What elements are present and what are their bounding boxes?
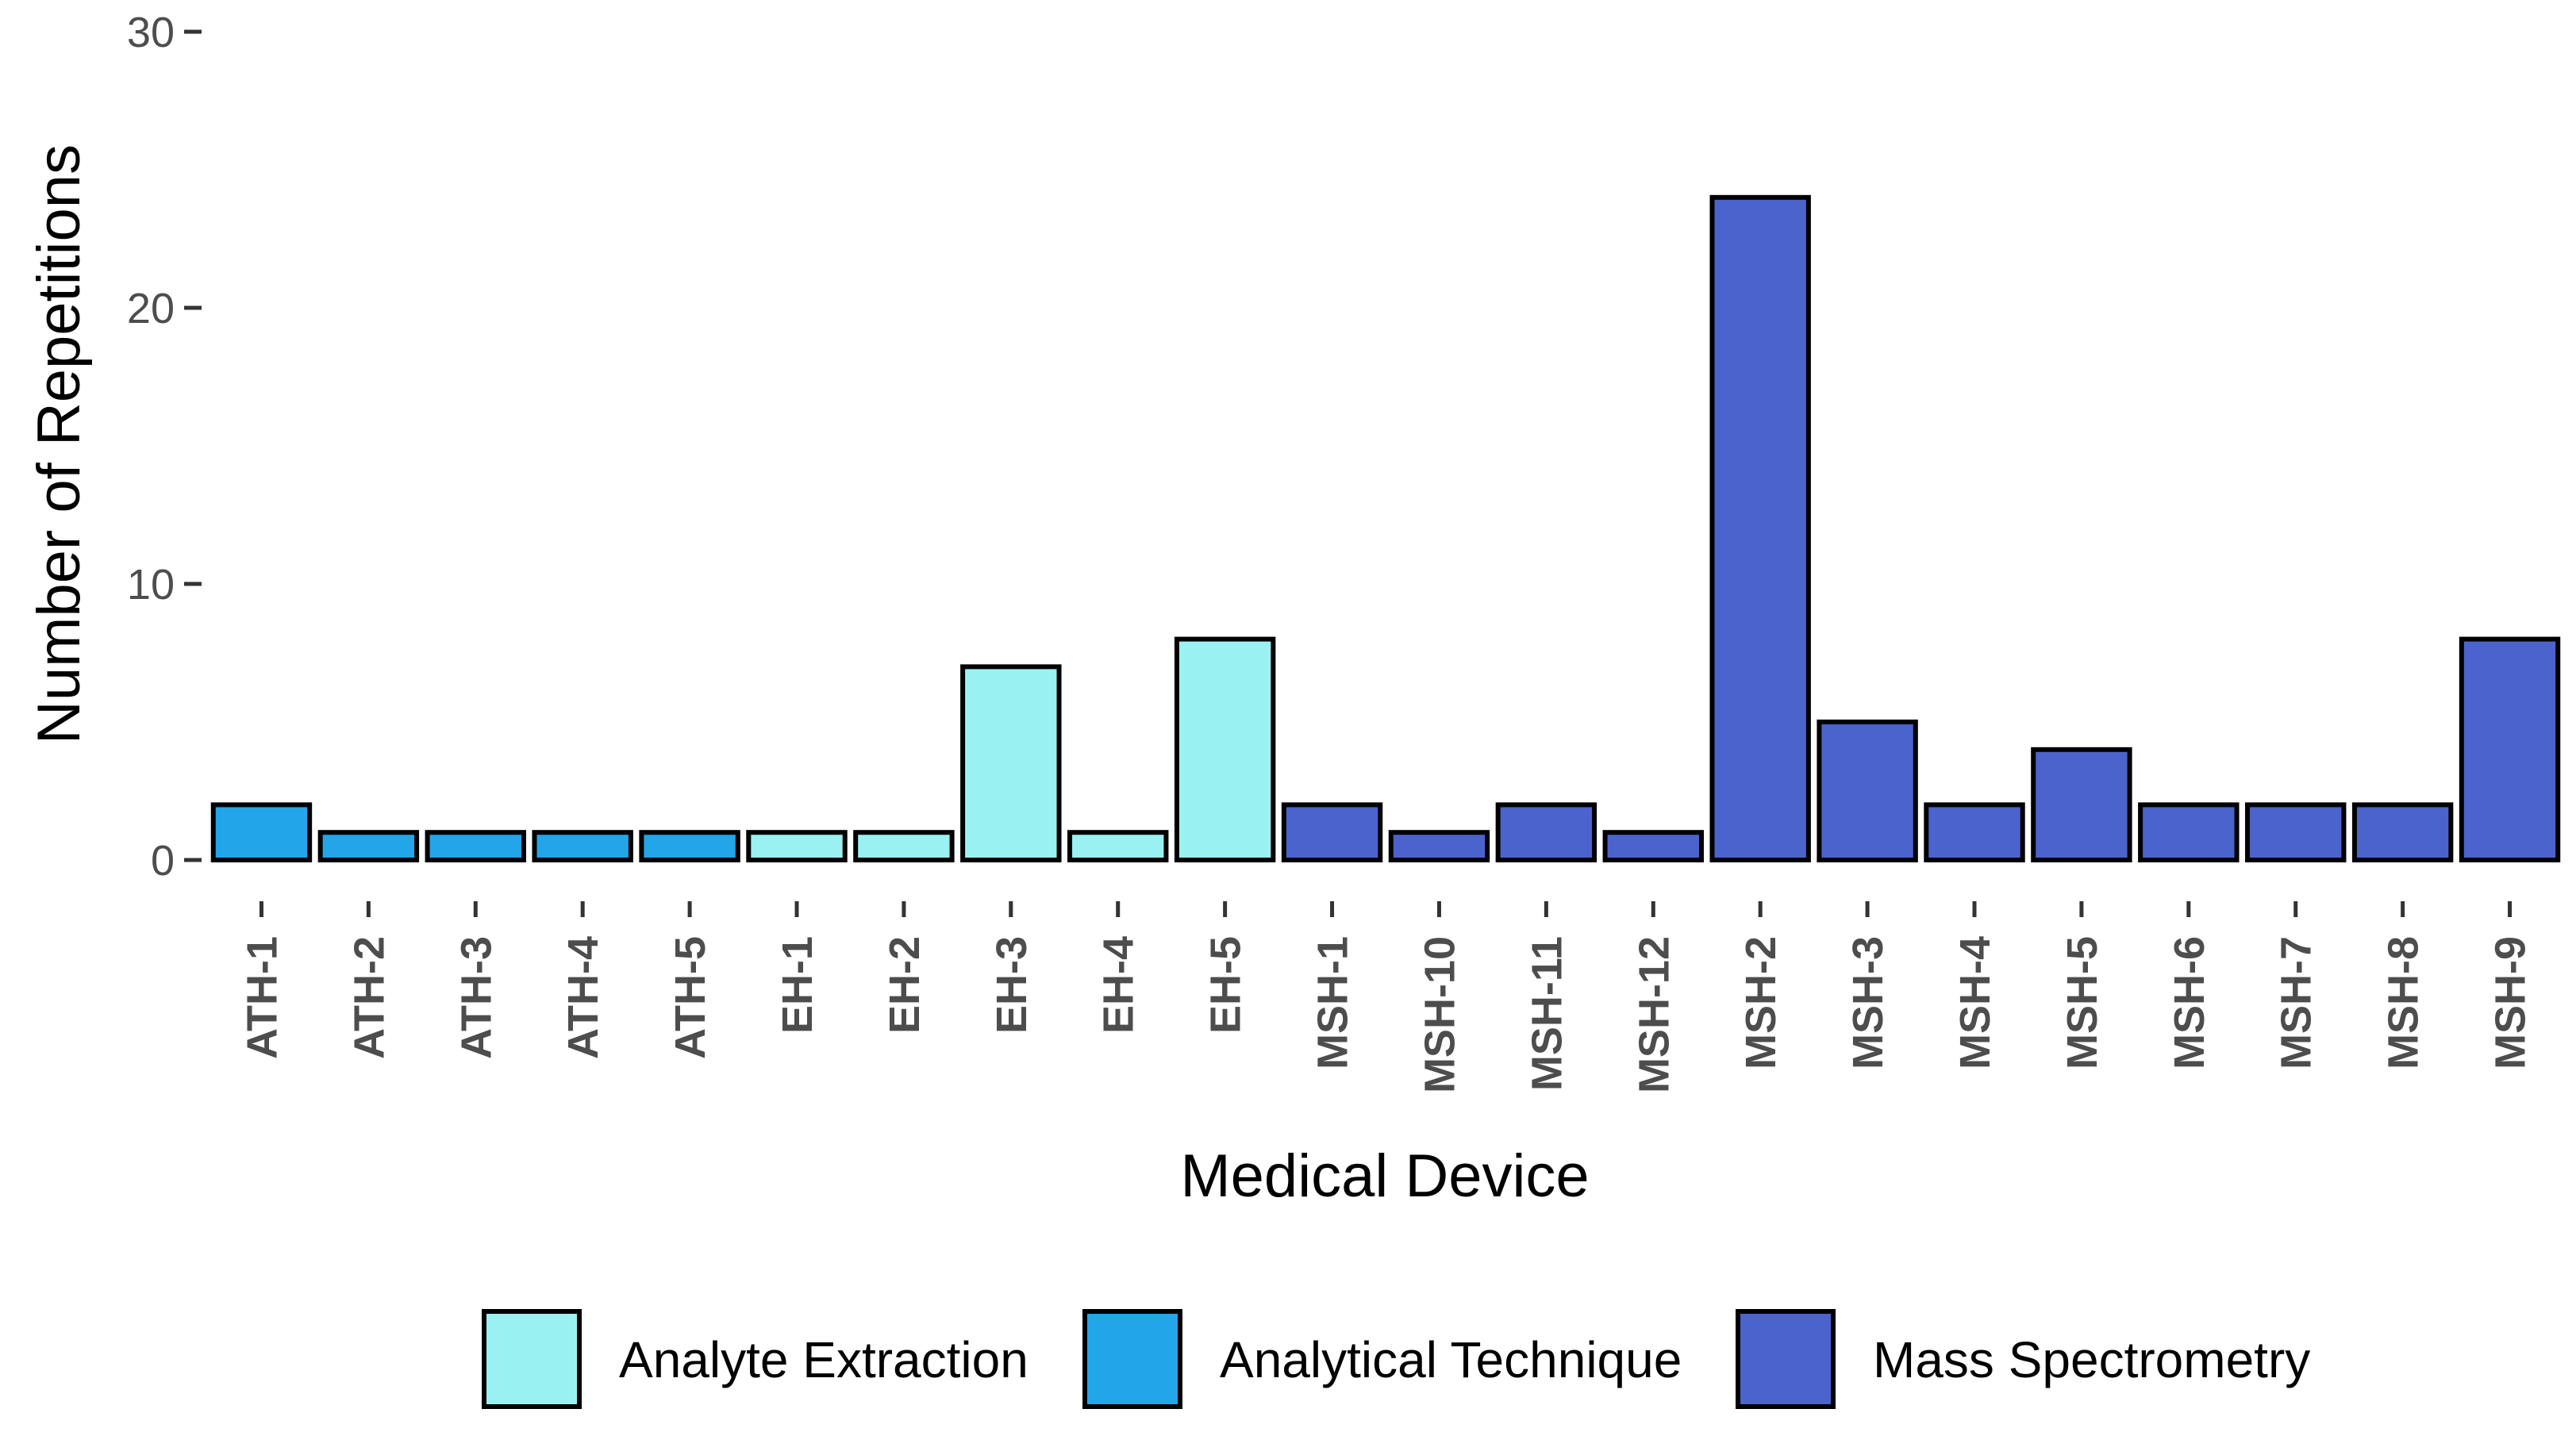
x-tick-label: MSH-7 <box>2273 936 2320 1069</box>
legend-swatch <box>1082 1309 1182 1409</box>
y-axis: 0 10 20 30 <box>127 9 202 885</box>
x-tick-label: EH-5 <box>1202 936 1250 1034</box>
legend-swatch <box>482 1309 582 1409</box>
bar-msh-11 <box>1495 802 1598 863</box>
legend-label: Mass Spectrometry <box>1873 1331 2310 1388</box>
x-tick-label: MSH-12 <box>1630 936 1678 1093</box>
x-tick-label: ATH-1 <box>238 936 286 1059</box>
bar-msh-6 <box>2138 802 2240 863</box>
x-tick-label: MSH-11 <box>1523 936 1571 1091</box>
bar-ath-2 <box>317 830 420 862</box>
bar-msh-4 <box>1924 802 2025 863</box>
legend-swatch <box>1736 1309 1836 1409</box>
x-tick-label: MSH-8 <box>2380 936 2428 1069</box>
x-tick-label: EH-3 <box>988 936 1036 1034</box>
bar-msh-2 <box>1709 194 1811 863</box>
x-tick-label: EH-4 <box>1095 936 1143 1034</box>
bar-msh-8 <box>2351 802 2454 863</box>
x-tick-label: ATH-3 <box>452 936 500 1059</box>
bar-ath-3 <box>425 830 526 862</box>
bar-ath-1 <box>210 802 313 863</box>
x-tick-label: EH-2 <box>881 936 929 1034</box>
y-tick-label: 30 <box>127 9 175 56</box>
x-tick-label: ATH-4 <box>559 936 607 1059</box>
bar-msh-12 <box>1602 830 1704 862</box>
bar-eh-1 <box>746 830 848 862</box>
x-tick-label: ATH-2 <box>345 936 393 1059</box>
bar-msh-9 <box>2459 636 2561 862</box>
x-tick-label: MSH-3 <box>1844 936 1892 1069</box>
y-tick-label: 20 <box>127 285 175 332</box>
bar-msh-5 <box>2031 747 2132 862</box>
bar-ath-4 <box>532 830 633 862</box>
legend-label: Analyte Extraction <box>619 1331 1028 1388</box>
legend: Analyte Extraction Analytical Technique Ma… <box>482 1309 2310 1409</box>
bars <box>210 194 2561 863</box>
bar-eh-3 <box>960 664 1062 863</box>
legend-label: Analytical Technique <box>1220 1331 1682 1388</box>
x-tick-label: MSH-9 <box>2487 936 2535 1069</box>
bar-eh-4 <box>1067 830 1169 862</box>
x-tick-label: MSH-1 <box>1309 936 1357 1069</box>
bar-msh-3 <box>1817 720 1918 862</box>
y-tick-label: 10 <box>127 561 175 609</box>
x-tick-label: MSH-10 <box>1416 936 1463 1093</box>
x-tick-label: MSH-6 <box>2166 936 2213 1069</box>
x-tick-label: EH-1 <box>774 936 821 1034</box>
bar-eh-5 <box>1174 636 1276 862</box>
y-tick-label: 0 <box>151 837 175 885</box>
bar-msh-7 <box>2245 802 2347 863</box>
bar-msh-1 <box>1281 802 1383 863</box>
x-tick-label: ATH-5 <box>667 936 714 1059</box>
bar-msh-10 <box>1388 830 1490 862</box>
bar-eh-2 <box>853 830 955 862</box>
x-tick-label: MSH-5 <box>2059 936 2106 1069</box>
x-axis-title: Medical Device <box>1180 1142 1589 1210</box>
bar-ath-5 <box>639 830 740 862</box>
x-tick-label: MSH-4 <box>1951 936 1999 1069</box>
x-axis: ATH-1 ATH-2 ATH-3 ATH-4 ATH-5 EH-1 EH-2 EH-3 EH-… <box>238 901 2535 1093</box>
x-tick-label: MSH-2 <box>1737 936 1785 1069</box>
y-axis-title: Number of Repetitions <box>25 144 93 744</box>
